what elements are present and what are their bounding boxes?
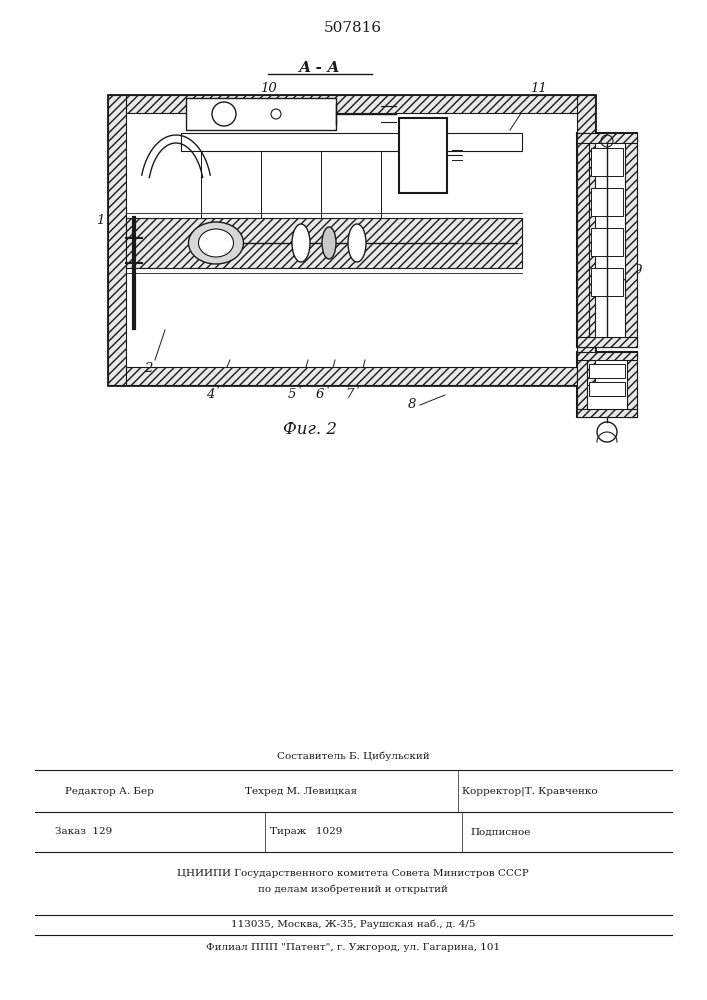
Text: 9: 9 (633, 263, 642, 276)
Text: Составитель Б. Цибульский: Составитель Б. Цибульский (276, 751, 429, 761)
Polygon shape (577, 352, 637, 417)
Text: 507816: 507816 (324, 21, 382, 35)
Text: ЦНИИПИ Государственного комитета Совета Министров СССР: ЦНИИПИ Государственного комитета Совета … (177, 868, 529, 878)
Polygon shape (591, 268, 623, 296)
Polygon shape (577, 95, 595, 385)
Polygon shape (591, 148, 623, 176)
Text: 5: 5 (288, 388, 296, 401)
Polygon shape (181, 133, 522, 151)
Polygon shape (577, 352, 587, 417)
Text: 4: 4 (206, 388, 214, 401)
Polygon shape (591, 228, 623, 256)
Polygon shape (589, 364, 625, 378)
Text: 113035, Москва, Ж-35, Раушская наб., д. 4/5: 113035, Москва, Ж-35, Раушская наб., д. … (230, 919, 475, 929)
Polygon shape (591, 188, 623, 216)
Text: А - А: А - А (299, 61, 341, 75)
Polygon shape (627, 352, 637, 417)
Text: 8: 8 (408, 398, 416, 412)
Polygon shape (108, 95, 126, 385)
Polygon shape (399, 118, 447, 193)
Text: 7: 7 (346, 388, 354, 401)
Polygon shape (108, 95, 595, 113)
Polygon shape (577, 133, 637, 347)
Polygon shape (577, 352, 637, 360)
Text: Подписное: Подписное (470, 828, 530, 836)
Polygon shape (108, 367, 595, 385)
Polygon shape (186, 98, 336, 130)
Polygon shape (577, 133, 589, 347)
Polygon shape (577, 409, 637, 417)
Text: 10: 10 (259, 82, 276, 95)
Polygon shape (625, 133, 637, 347)
Text: Редактор А. Бер: Редактор А. Бер (65, 786, 154, 796)
Text: Техред М. Левицкая: Техред М. Левицкая (245, 786, 357, 796)
Text: Корректор|Т. Кравченко: Корректор|Т. Кравченко (462, 786, 597, 796)
Text: Тираж   1029: Тираж 1029 (270, 828, 342, 836)
Text: Заказ  129: Заказ 129 (55, 828, 112, 836)
Polygon shape (577, 337, 637, 347)
Polygon shape (589, 382, 625, 396)
Text: 11: 11 (530, 82, 547, 95)
Polygon shape (108, 95, 595, 385)
Text: Фиг. 2: Фиг. 2 (283, 422, 337, 438)
Ellipse shape (322, 227, 336, 259)
Text: 6: 6 (316, 388, 325, 401)
Text: 2: 2 (144, 361, 152, 374)
Polygon shape (126, 218, 522, 268)
Ellipse shape (199, 229, 233, 257)
Ellipse shape (292, 224, 310, 262)
Text: 1: 1 (96, 214, 104, 227)
Text: Филиал ППП "Патент", г. Ужгород, ул. Гагарина, 101: Филиал ППП "Патент", г. Ужгород, ул. Гаг… (206, 944, 500, 952)
Polygon shape (577, 133, 637, 143)
Text: по делам изобретений и открытий: по делам изобретений и открытий (258, 884, 448, 894)
Ellipse shape (189, 222, 243, 264)
Ellipse shape (348, 224, 366, 262)
